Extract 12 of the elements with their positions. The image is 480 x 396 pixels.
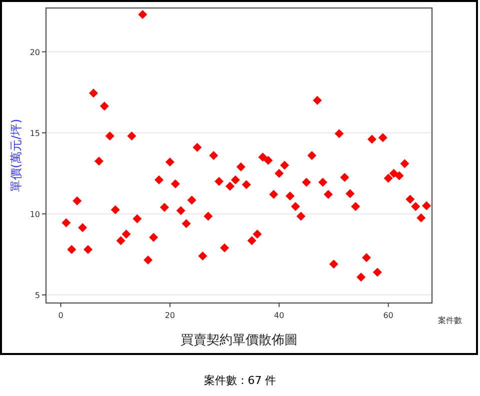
- x-tick-label: 20: [164, 311, 176, 320]
- x-tick-label: 0: [58, 311, 64, 320]
- y-tick-label: 10: [30, 210, 40, 219]
- text: 案件數：67 件: [204, 374, 276, 387]
- x-tick-label: 40: [274, 311, 284, 320]
- text: 買賣契約單價散佈圖: [180, 333, 298, 348]
- y-tick-label: 20: [30, 48, 40, 57]
- x-axis-title: 案件數: [438, 316, 462, 325]
- y-tick-label: 5: [34, 290, 40, 300]
- x-tick-label: 60: [383, 311, 394, 320]
- y-tick-label: 15: [30, 128, 40, 138]
- y-axis-title: 單價(萬元/坪): [9, 118, 23, 192]
